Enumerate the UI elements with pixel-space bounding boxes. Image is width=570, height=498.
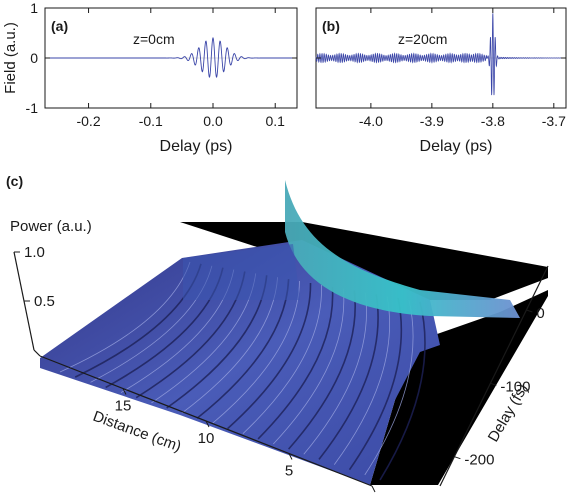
panel-a-axes: -0.2 -0.1 0.0 0.1 -1 0 1 — [26, 0, 297, 129]
surface-ripple-line — [288, 290, 356, 450]
surface-ripple-line — [227, 282, 312, 430]
panel-c-xlabel: Distance (cm) — [91, 408, 184, 456]
delay-tick-label: -200 — [464, 452, 494, 469]
x-tick-label: 0.1 — [265, 113, 285, 129]
x-tick-label: -0.1 — [139, 113, 163, 129]
panel-a-label: (a) — [51, 18, 68, 34]
distance-tick-mark — [122, 388, 127, 395]
y-tick-label: 1 — [30, 0, 38, 16]
panel-c: (c) Power (a.u.) 0 5 10 15 -200 -100 0 0.5 1.0 D… — [6, 163, 549, 498]
panel-a-annotation: z=0cm — [133, 31, 175, 47]
panel-a-trace — [45, 36, 297, 78]
delay-tick-mark — [490, 382, 497, 386]
x-tick-label: -3.8 — [481, 113, 505, 129]
power-tick-label: 1.0 — [24, 244, 45, 261]
surface-floor — [40, 240, 440, 485]
surface-ripple-line — [257, 286, 334, 440]
distance-tick-label: 0 — [368, 495, 376, 498]
surface-ripple-line — [303, 292, 367, 455]
y-tick-label: 0 — [30, 50, 38, 66]
surface-ripple-line — [333, 296, 390, 465]
power-axis-base — [33, 349, 41, 357]
panel-c-zlabel: Power (a.u.) — [10, 218, 92, 235]
x-tick-label: -3.7 — [542, 113, 566, 129]
x-tick-label: 0.0 — [203, 113, 223, 129]
panel-c-label: (c) — [6, 173, 23, 189]
surface-ripple-line — [242, 284, 322, 434]
soliton-tail — [285, 180, 520, 318]
surface-ripple-line — [379, 301, 426, 481]
soliton-wall-base — [183, 244, 300, 300]
power-tick-label: 0.5 — [34, 293, 55, 310]
panel-a-ylabel: Field (a.u.) — [2, 22, 19, 94]
surface-ripple-line — [348, 298, 403, 471]
panel-c-axes: 0 5 10 15 -200 -100 0 0.5 1.0 — [13, 244, 549, 498]
delay-tick-mark — [526, 309, 533, 313]
distance-tick-mark — [205, 420, 210, 428]
panel-b-annotation: z=20cm — [398, 31, 447, 47]
distance-tick-mark — [288, 453, 293, 460]
panel-a-xlabel: Delay (ps) — [160, 138, 233, 155]
panel-b-trace — [315, 13, 567, 96]
x-tick-label: -4.0 — [359, 113, 383, 129]
panel-b-label: (b) — [322, 18, 340, 34]
distance-tick-mark — [371, 485, 376, 493]
y-tick-label: -1 — [26, 100, 39, 116]
surface-ripple-line — [273, 288, 345, 445]
distance-tick-label: 10 — [198, 430, 215, 447]
soliton-wall — [181, 163, 300, 300]
surface-right-floor — [370, 290, 548, 485]
panel-b: -4.0 -3.9 -3.8 -3.7 (b) z=20cm Delay (ps) — [315, 7, 567, 155]
delay-tick-label: -100 — [500, 378, 530, 395]
distance-tick-label: 5 — [285, 463, 293, 480]
surface-ripple-line — [364, 300, 414, 476]
panel-b-xlabel: Delay (ps) — [420, 138, 493, 155]
x-tick-label: -3.9 — [420, 113, 444, 129]
x-tick-label: -0.2 — [76, 113, 100, 129]
panel-b-axes: -4.0 -3.9 -3.8 -3.7 — [316, 7, 566, 129]
surface-ripple-line — [318, 294, 379, 460]
panel-a: -0.2 -0.1 0.0 0.1-101 (a) z=0cm Delay (ps) … — [2, 0, 298, 155]
delay-tick-mark — [454, 456, 461, 460]
delay-tick-label: 0 — [536, 305, 544, 322]
delay-axis-line — [439, 265, 549, 487]
distance-tick-label: 15 — [115, 398, 132, 415]
